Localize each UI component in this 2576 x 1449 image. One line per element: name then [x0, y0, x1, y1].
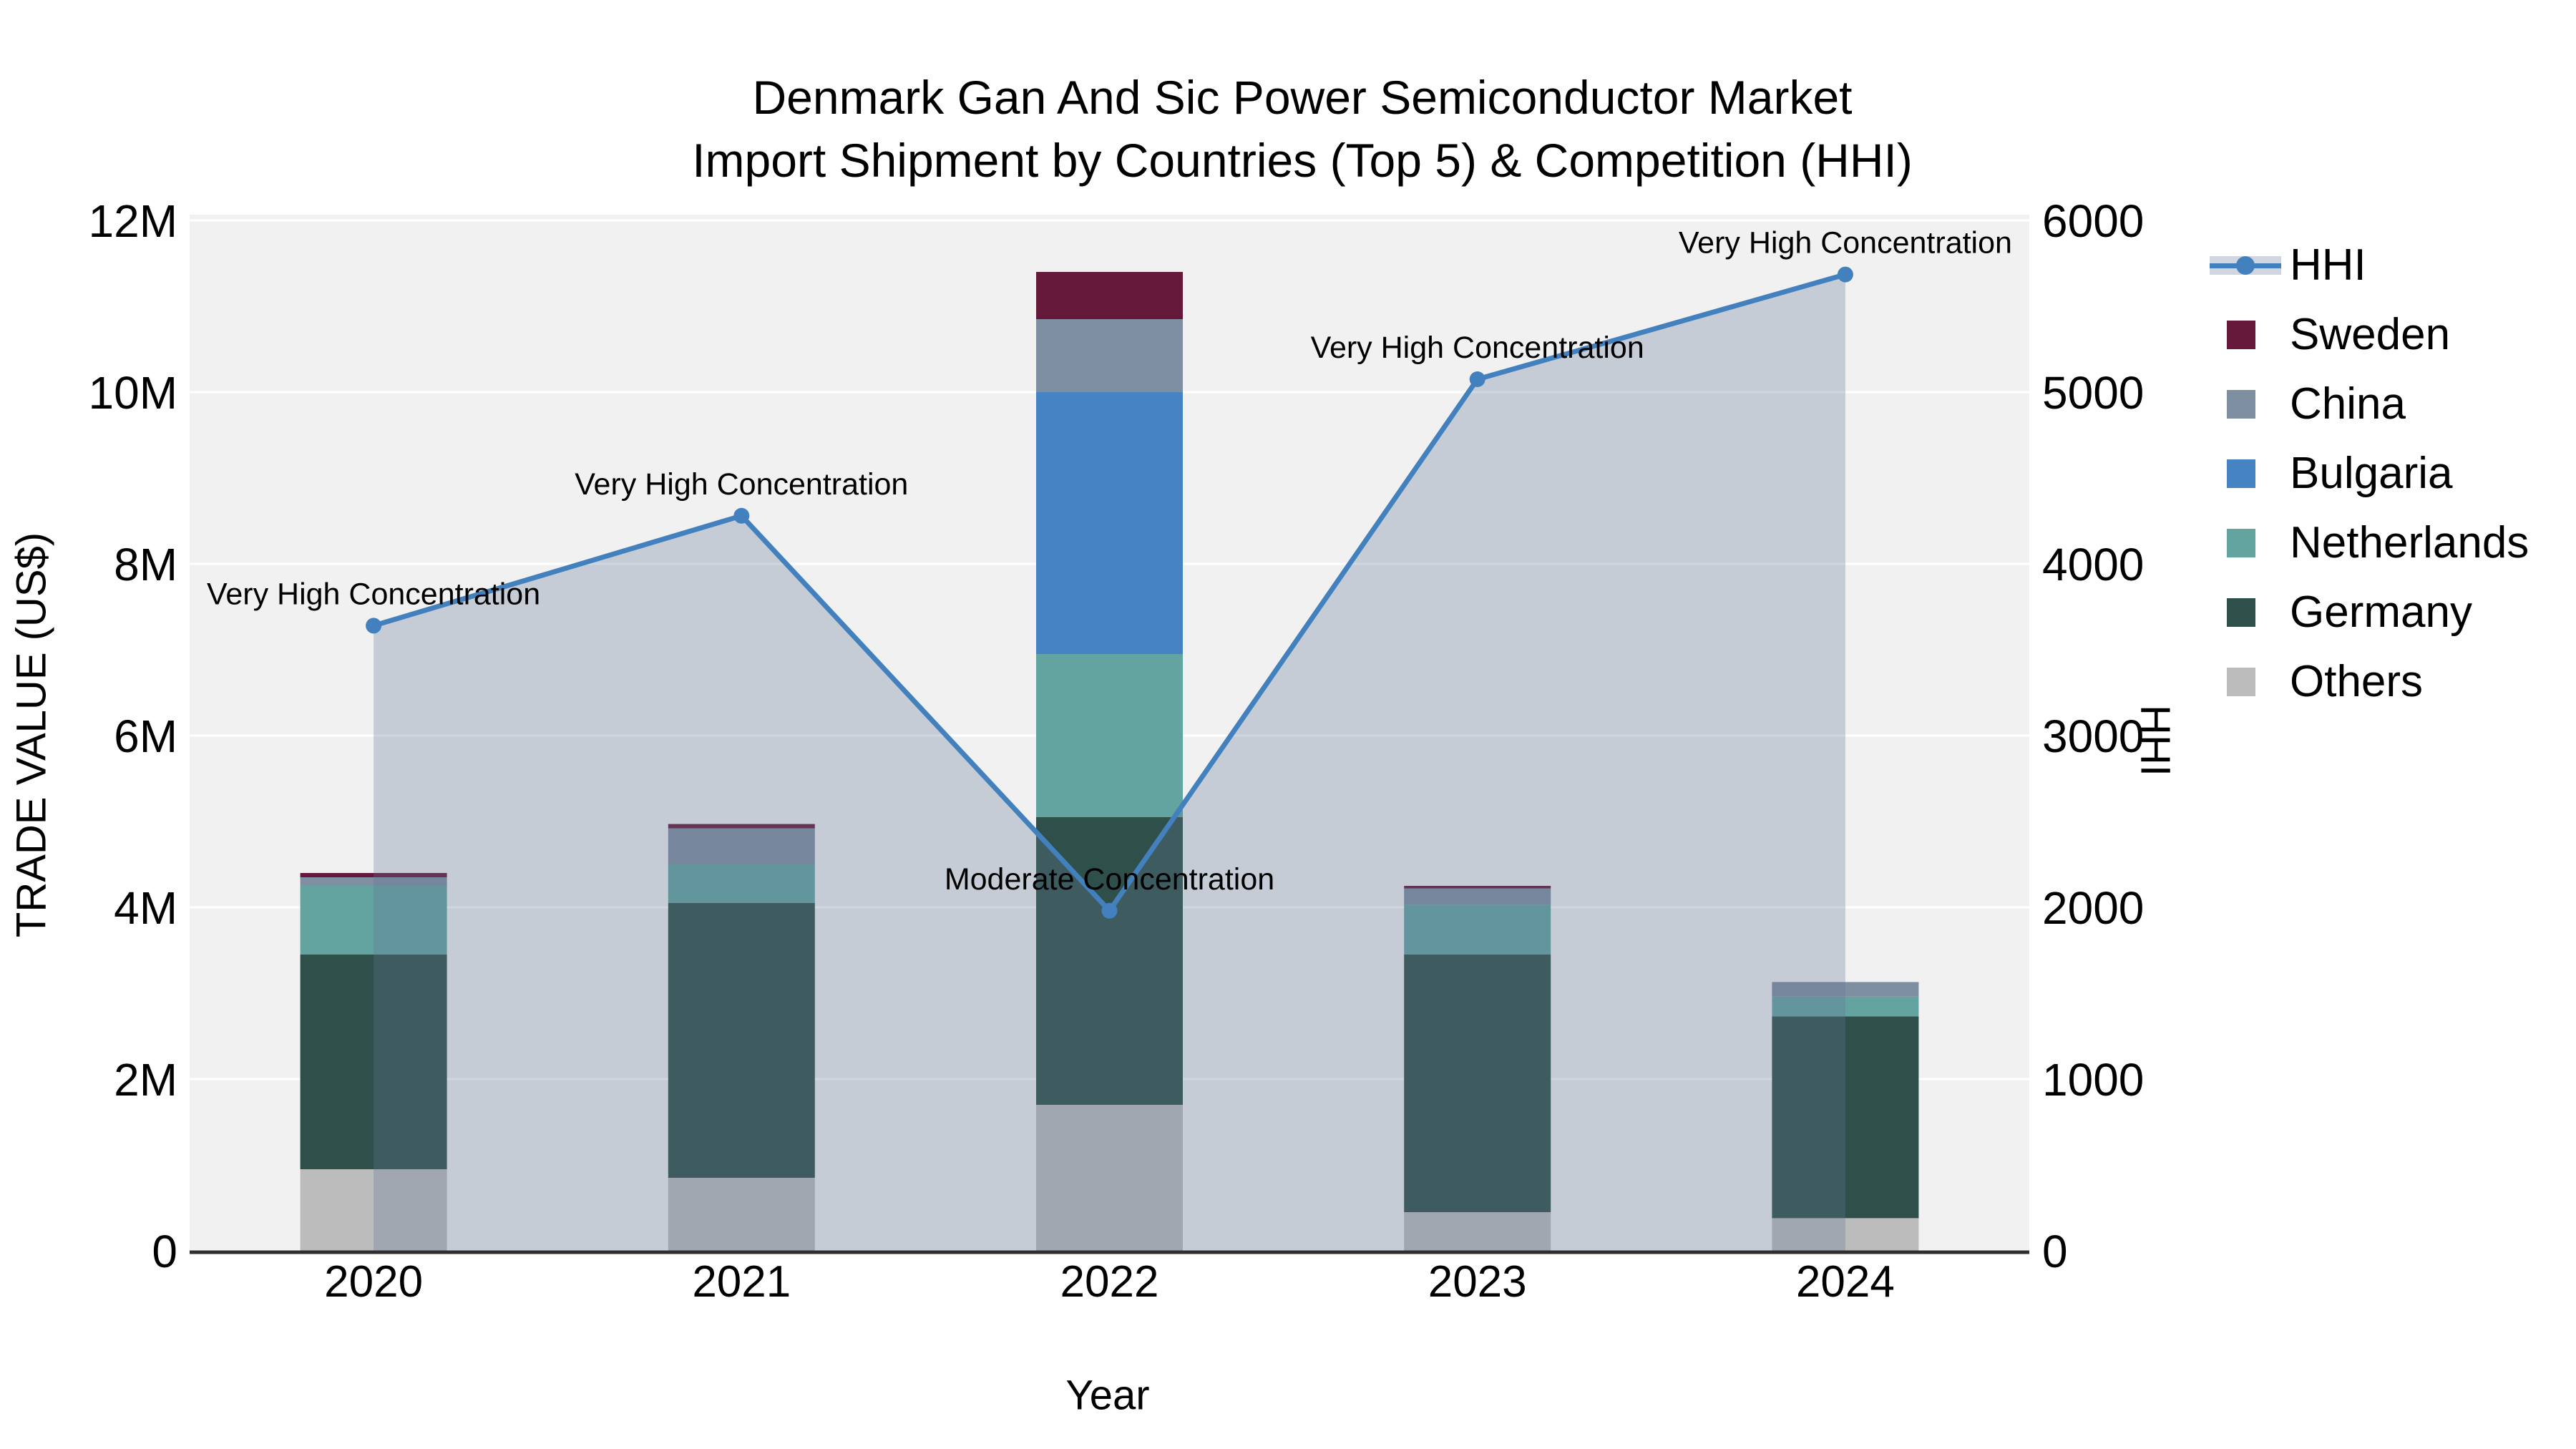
annotation-2021: Very High Concentration	[575, 467, 908, 502]
bar-segment-sweden-2022	[1036, 272, 1183, 319]
bar-segment-sweden-2020	[300, 873, 447, 877]
y-right-tick-label: 1000	[2042, 1054, 2144, 1106]
bar-segment-germany-2020	[300, 955, 447, 1169]
bar-segment-china-2021	[668, 828, 815, 864]
bar-segment-others-2021	[668, 1178, 815, 1251]
legend-item-germany[interactable]: Germany	[2210, 577, 2529, 647]
legend-color-swatch-icon	[2210, 387, 2290, 421]
bar-segment-germany-2024	[1772, 1016, 1919, 1219]
x-tick-label-2024: 2024	[1796, 1257, 1895, 1307]
x-tick-label-2020: 2020	[324, 1257, 423, 1307]
bar-segment-netherlands-2023	[1404, 904, 1551, 955]
hhi-marker-2022	[1101, 902, 1118, 919]
legend-item-netherlands[interactable]: Netherlands	[2210, 508, 2529, 577]
legend-item-sweden[interactable]: Sweden	[2210, 300, 2529, 369]
y-left-tick-label: 6M	[114, 711, 177, 762]
y-left-tick-label: 4M	[114, 882, 177, 934]
annotation-2023: Very High Concentration	[1311, 331, 1644, 365]
y-left-tick-label: 10M	[89, 367, 178, 419]
bar-segment-china-2023	[1404, 888, 1551, 905]
y-right-tick-label: 6000	[2042, 195, 2144, 247]
legend-color-swatch-icon	[2210, 457, 2290, 491]
legend-label: Sweden	[2290, 310, 2451, 359]
bar-segment-china-2020	[300, 877, 447, 886]
x-tick-label-2021: 2021	[692, 1257, 791, 1307]
bar-segment-china-2024	[1772, 982, 1919, 997]
bar-segment-germany-2023	[1404, 955, 1551, 1212]
y-left-tick-label: 0	[152, 1226, 177, 1277]
legend-item-china[interactable]: China	[2210, 369, 2529, 439]
legend-label: HHI	[2290, 240, 2366, 290]
y-right-tick-label: 3000	[2042, 711, 2144, 762]
annotation-2020: Very High Concentration	[207, 577, 540, 611]
legend-item-bulgaria[interactable]: Bulgaria	[2210, 439, 2529, 508]
y-right-axis-title: HHI	[2132, 705, 2179, 776]
bar-segment-bulgaria-2022	[1036, 392, 1183, 654]
hhi-marker-2024	[1837, 266, 1853, 283]
legend-label: China	[2290, 379, 2406, 429]
legend-label: Germany	[2290, 587, 2472, 637]
y-left-tick-label: 8M	[114, 539, 177, 590]
annotation-2024: Very High Concentration	[1679, 226, 2012, 260]
bar-segment-netherlands-2021	[668, 864, 815, 903]
y-right-tick-label: 4000	[2042, 539, 2144, 590]
legend-color-swatch-icon	[2210, 318, 2290, 352]
y-right-tick-label: 5000	[2042, 367, 2144, 419]
hhi-marker-2023	[1469, 371, 1485, 387]
legend-color-swatch-icon	[2210, 665, 2290, 699]
bar-segment-sweden-2023	[1404, 886, 1551, 889]
legend-color-swatch-icon	[2210, 526, 2290, 560]
y-left-tick-label: 12M	[89, 195, 178, 247]
bar-segment-netherlands-2022	[1036, 654, 1183, 817]
y-left-tick-label: 2M	[114, 1054, 177, 1106]
chart-title-line2: Import Shipment by Countries (Top 5) & C…	[692, 134, 1913, 187]
legend: HHI Sweden China Bulgaria Netherlands Germany…	[2210, 230, 2529, 716]
hhi-marker-2021	[733, 507, 750, 524]
annotation-2022: Moderate Concentration	[945, 862, 1274, 897]
legend-label: Bulgaria	[2290, 449, 2453, 498]
x-axis-title: Year	[1065, 1372, 1150, 1419]
legend-line-swatch-icon	[2210, 248, 2290, 283]
bar-segment-netherlands-2024	[1772, 996, 1919, 1017]
bar-segment-others-2022	[1036, 1105, 1183, 1251]
x-tick-label-2022: 2022	[1060, 1257, 1159, 1307]
hhi-marker-2020	[366, 618, 382, 634]
y-right-tick-label: 2000	[2042, 882, 2144, 934]
y-right-tick-label: 0	[2042, 1226, 2068, 1277]
bar-segment-china-2022	[1036, 319, 1183, 392]
legend-item-hhi[interactable]: HHI	[2210, 230, 2529, 300]
chart-title-line1: Denmark Gan And Sic Power Semiconductor …	[752, 71, 1853, 124]
legend-label: Others	[2290, 657, 2424, 706]
bar-segment-sweden-2021	[668, 824, 815, 829]
bar-segment-germany-2021	[668, 903, 815, 1178]
bar-segment-others-2023	[1404, 1212, 1551, 1251]
bar-segment-germany-2022	[1036, 817, 1183, 1105]
legend-item-others[interactable]: Others	[2210, 647, 2529, 716]
bar-segment-netherlands-2020	[300, 886, 447, 955]
bar-segment-others-2020	[300, 1169, 447, 1251]
legend-color-swatch-icon	[2210, 595, 2290, 630]
legend-label: Netherlands	[2290, 518, 2529, 567]
chart-title: Denmark Gan And Sic Power Semiconductor …	[0, 66, 2576, 192]
y-left-axis-title: TRADE VALUE (US$)	[8, 532, 55, 938]
x-tick-label-2023: 2023	[1428, 1257, 1527, 1307]
bar-segment-others-2024	[1772, 1218, 1919, 1251]
